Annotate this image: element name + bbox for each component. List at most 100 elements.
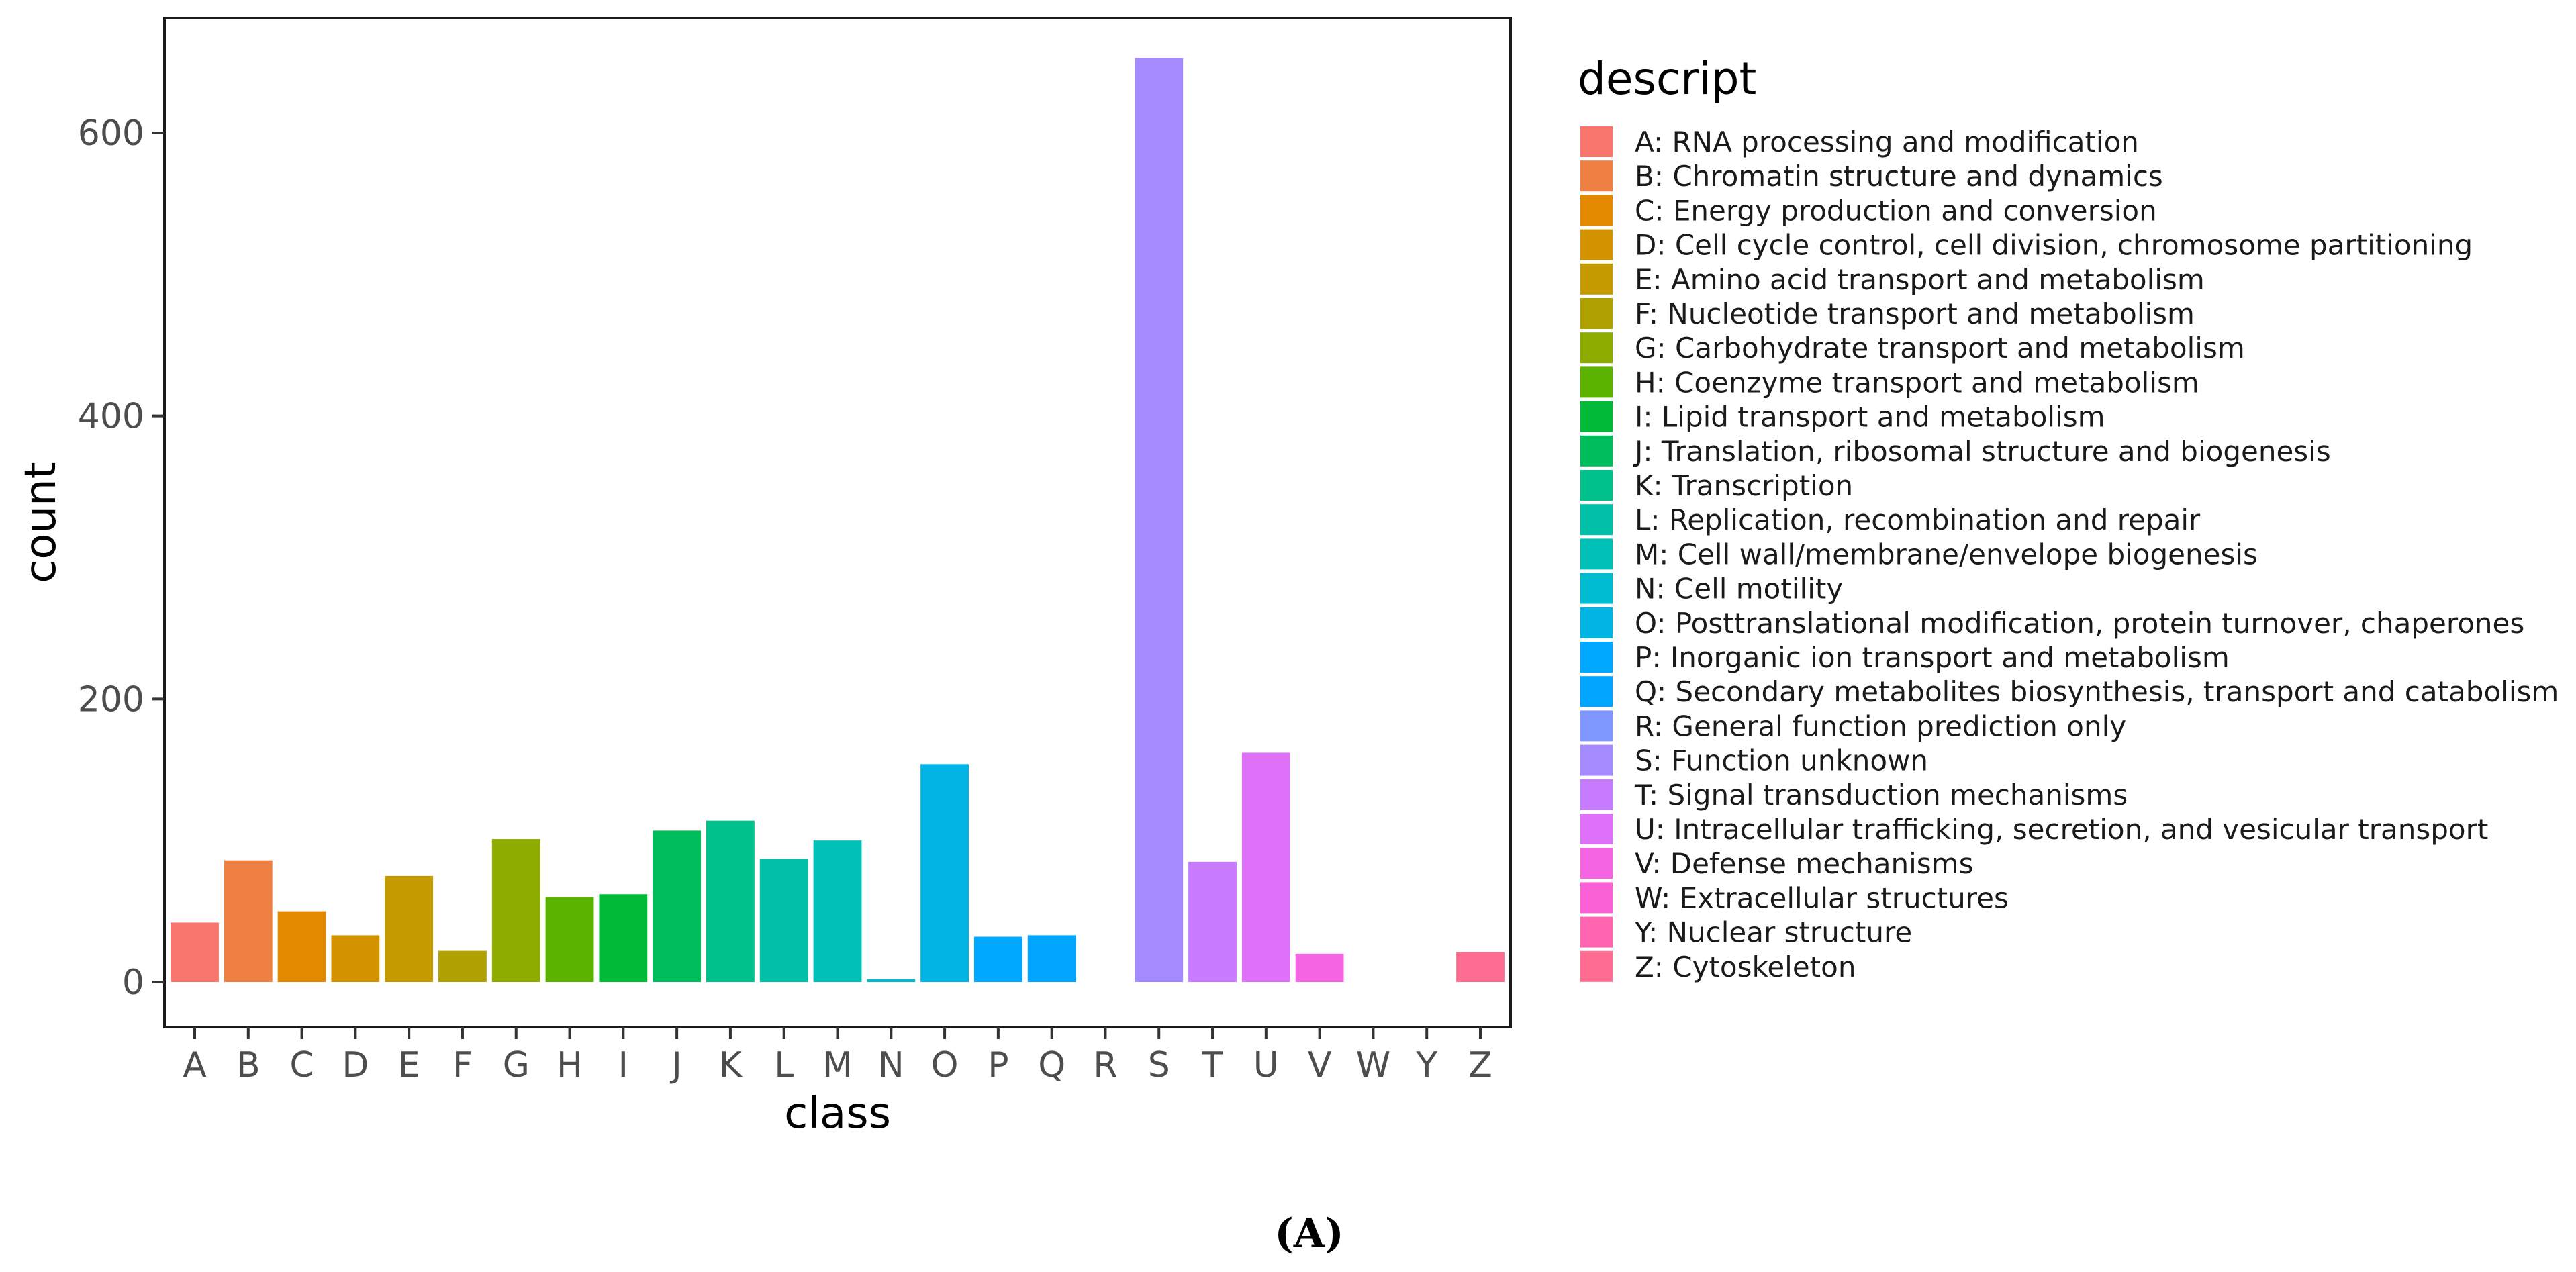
bar-Q [1027,935,1076,982]
legend-key-Q [1580,676,1613,707]
legend-key-N [1580,573,1613,604]
x-tick-label-Y: Y [1415,1045,1437,1085]
bar-C [277,911,326,982]
legend-key-E [1580,263,1613,295]
y-tick-label-200: 200 [78,679,144,720]
bar-P [973,936,1022,982]
x-tick-label-W: W [1356,1045,1390,1085]
bar-S [1135,58,1184,983]
figure-caption: (A) [1274,1210,1343,1257]
legend-label-A: A: RNA processing and modification [1635,126,2139,158]
legend-key-B [1580,160,1613,192]
legend-key-K [1580,470,1613,501]
legend-label-O: O: Posttranslational modification, prote… [1635,607,2524,640]
y-tick-label-0: 0 [122,963,144,1003]
bar-K [706,820,755,982]
x-tick-label-E: E [398,1045,420,1085]
bar-B [224,860,273,982]
legend: descript A: RNA processing and modificati… [1578,53,2559,983]
legend-label-J: J: Translation, ribosomal structure and … [1633,435,2331,468]
legend-label-Z: Z: Cytoskeleton [1635,950,1856,983]
legend-label-Y: Y: Nuclear structure [1634,916,1912,949]
legend-label-L: L: Replication, recombination and repair [1635,503,2201,536]
legend-label-K: K: Transcription [1635,469,1853,502]
legend-key-S [1580,744,1613,776]
legend-key-O [1580,607,1613,638]
bar-O [920,764,969,982]
legend-key-Z [1580,950,1613,982]
legend-label-I: I: Lipid transport and metabolism [1635,401,2105,434]
legend-label-S: S: Function unknown [1635,744,1928,777]
legend-label-B: B: Chromatin structure and dynamics [1635,160,2163,193]
legend-key-I [1580,401,1613,432]
bar-A [171,922,219,982]
y-tick-label-600: 600 [78,113,144,154]
legend-key-H [1580,366,1613,398]
legend-key-C [1580,195,1613,226]
plot-area: 0 200 400 600 A B C D E F G H I J K L M N O P Q R S T U V W Y Zclass… [16,17,1512,1138]
x-tick-label-F: F [452,1045,473,1085]
x-tick-label-D: D [342,1045,369,1085]
legend-key-M [1580,538,1613,570]
bar-G [491,839,540,982]
legend-label-Q: Q: Secondary metabolites biosynthesis, t… [1635,675,2559,708]
bar-H [545,897,594,982]
bar-U [1241,752,1290,982]
bar-F [438,950,487,982]
legend-key-V [1580,848,1613,879]
bar-L [759,859,808,982]
bar-V [1295,953,1344,982]
y-tick-label-400: 400 [78,397,144,437]
legend-label-G: G: Carbohydrate transport and metabolism [1635,332,2245,364]
legend-label-R: R: General function prediction only [1635,710,2126,742]
x-tick-label-V: V [1308,1045,1332,1085]
x-tick-label-L: L [774,1045,794,1085]
x-tick-label-M: M [822,1045,853,1085]
x-tick-label-H: H [557,1045,583,1085]
legend-label-F: F: Nucleotide transport and metabolism [1635,297,2195,330]
bar-I [599,894,648,982]
legend-key-T [1580,779,1613,810]
legend-label-M: M: Cell wall/membrane/envelope biogenesi… [1635,538,2258,571]
legend-label-W: W: Extracellular structures [1635,881,2009,914]
x-tick-label-C: C [289,1045,314,1085]
x-tick-label-B: B [236,1045,260,1085]
legend-label-D: D: Cell cycle control, cell division, ch… [1635,229,2473,262]
legend-key-U [1580,814,1613,844]
legend-key-A [1580,126,1613,157]
legend-key-F [1580,298,1613,329]
x-tick-label-R: R [1093,1045,1117,1085]
legend-key-G [1580,332,1613,364]
legend-title: descript [1578,53,1756,105]
bar-N [867,979,916,982]
bar-T [1188,861,1237,982]
x-tick-label-Z: Z [1468,1045,1492,1085]
x-tick-label-G: G [503,1045,530,1085]
legend-label-P: P: Inorganic ion transport and metabolis… [1635,641,2230,674]
x-tick-label-I: I [618,1045,628,1085]
bar-Z [1456,952,1505,982]
legend-label-U: U: Intracellular trafficking, secretion,… [1635,813,2488,846]
legend-key-R [1580,710,1613,742]
bar-E [385,875,434,982]
legend-label-C: C: Energy production and conversion [1635,194,2157,227]
legend-key-P [1580,642,1613,673]
bar-M [813,840,862,982]
x-tick-label-O: O [931,1045,959,1085]
legend-key-D [1580,229,1613,260]
legend-key-L [1580,504,1613,536]
bar-J [653,830,702,982]
y-axis-title: count [16,462,66,583]
legend-key-J [1580,435,1613,467]
legend-label-H: H: Coenzyme transport and metabolism [1635,366,2199,399]
x-tick-label-P: P [988,1045,1008,1085]
legend-label-T: T: Signal transduction mechanisms [1634,779,2128,812]
x-tick-label-T: T [1201,1045,1223,1085]
legend-key-W [1580,882,1613,914]
legend-key-Y [1580,916,1613,948]
x-tick-label-Q: Q [1038,1045,1065,1085]
x-tick-label-J: J [669,1045,681,1085]
legend-label-E: E: Amino acid transport and metabolism [1635,263,2205,296]
legend-label-N: N: Cell motility [1635,573,1843,605]
